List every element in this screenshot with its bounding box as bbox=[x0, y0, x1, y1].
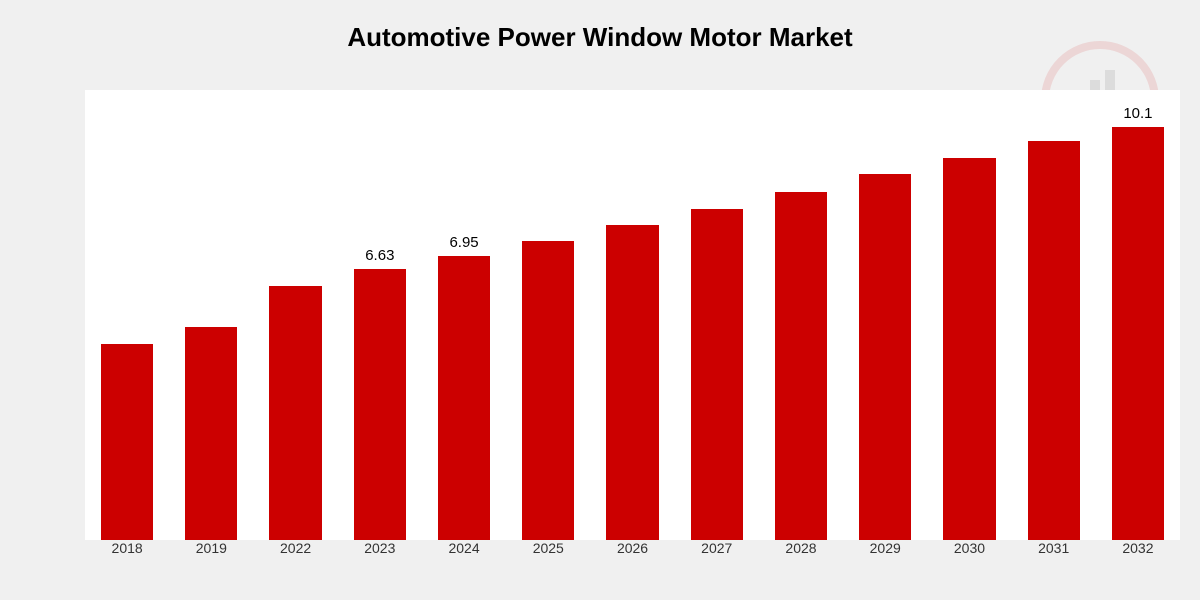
bar bbox=[438, 256, 490, 540]
bar bbox=[606, 225, 658, 540]
bar bbox=[185, 327, 237, 540]
bar-value-label: 6.95 bbox=[449, 234, 478, 251]
bar bbox=[775, 192, 827, 540]
chart-container: Automotive Power Window Motor Market Mar… bbox=[0, 0, 1200, 600]
x-axis-label: 2018 bbox=[85, 540, 169, 570]
x-axis-label: 2030 bbox=[927, 540, 1011, 570]
bar-value-label: 6.63 bbox=[365, 247, 394, 264]
bar bbox=[1028, 141, 1080, 540]
bar bbox=[354, 269, 406, 540]
bar-wrap: 6.63 bbox=[338, 90, 422, 540]
bar-wrap bbox=[253, 90, 337, 540]
bar-value-label: 10.1 bbox=[1123, 105, 1152, 122]
x-axis-label: 2023 bbox=[338, 540, 422, 570]
bar-wrap bbox=[675, 90, 759, 540]
bar-wrap: 10.1 bbox=[1096, 90, 1180, 540]
bar bbox=[522, 241, 574, 540]
bar bbox=[859, 174, 911, 540]
x-axis-label: 2019 bbox=[169, 540, 253, 570]
x-axis-label: 2027 bbox=[675, 540, 759, 570]
bar-wrap bbox=[927, 90, 1011, 540]
bar-wrap bbox=[1012, 90, 1096, 540]
bars-container: 6.63 6.95 10.1 bbox=[85, 90, 1180, 540]
bar bbox=[269, 286, 321, 540]
bar-wrap bbox=[85, 90, 169, 540]
bar-wrap bbox=[843, 90, 927, 540]
x-axis-label: 2026 bbox=[590, 540, 674, 570]
x-axis-label: 2029 bbox=[843, 540, 927, 570]
x-axis: 2018201920222023202420252026202720282029… bbox=[85, 540, 1180, 570]
x-axis-label: 2022 bbox=[253, 540, 337, 570]
bar bbox=[1112, 127, 1164, 540]
x-axis-label: 2032 bbox=[1096, 540, 1180, 570]
x-axis-label: 2025 bbox=[506, 540, 590, 570]
plot-area: 6.63 6.95 10.1 bbox=[85, 90, 1180, 540]
x-axis-label: 2031 bbox=[1012, 540, 1096, 570]
bar bbox=[691, 209, 743, 540]
bar bbox=[943, 158, 995, 541]
chart-title: Automotive Power Window Motor Market bbox=[0, 0, 1200, 63]
bar-wrap bbox=[759, 90, 843, 540]
bar-wrap bbox=[590, 90, 674, 540]
bar-wrap: 6.95 bbox=[422, 90, 506, 540]
bar-wrap bbox=[506, 90, 590, 540]
bar-wrap bbox=[169, 90, 253, 540]
x-axis-label: 2028 bbox=[759, 540, 843, 570]
bar bbox=[101, 344, 153, 540]
x-axis-label: 2024 bbox=[422, 540, 506, 570]
